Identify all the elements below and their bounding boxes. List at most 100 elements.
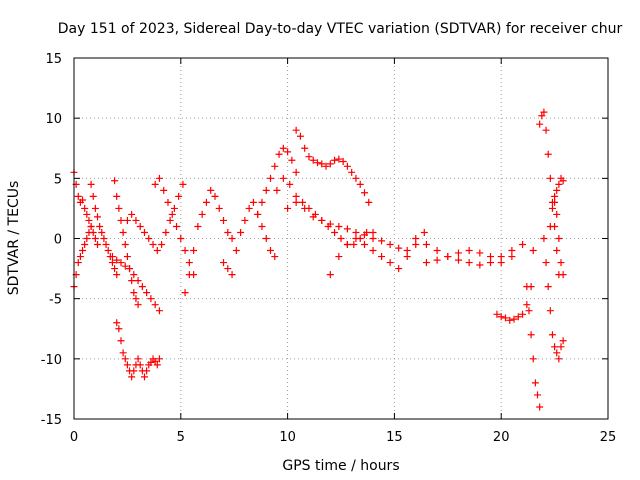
data-point <box>123 216 131 224</box>
data-point <box>422 241 430 249</box>
x-tick-label: 0 <box>70 430 78 445</box>
series-track-21 <box>540 235 567 363</box>
data-point <box>546 307 554 315</box>
data-point <box>433 247 441 255</box>
data-point <box>501 314 509 322</box>
y-tick-label: 5 <box>54 172 62 187</box>
data-point <box>185 271 193 279</box>
data-point <box>286 180 294 188</box>
data-point <box>111 177 119 185</box>
data-point <box>121 241 129 249</box>
series-track-17 <box>422 247 516 267</box>
data-point <box>113 319 121 327</box>
data-point <box>87 222 95 230</box>
data-point <box>551 198 559 206</box>
data-point <box>555 180 563 188</box>
data-point <box>220 216 228 224</box>
data-point <box>153 247 161 255</box>
data-point <box>117 259 125 267</box>
data-point <box>100 235 108 242</box>
data-point <box>322 162 330 170</box>
data-point <box>262 235 270 242</box>
data-point <box>352 235 360 242</box>
y-tick-label: -10 <box>41 353 62 368</box>
data-point <box>309 156 317 164</box>
data-point <box>343 162 351 170</box>
data-point <box>254 210 262 218</box>
data-point <box>279 174 287 182</box>
series-track-18 <box>493 283 535 324</box>
data-point <box>555 355 563 363</box>
data-point <box>147 295 155 303</box>
data-point <box>559 177 567 185</box>
data-point <box>115 325 123 333</box>
data-point <box>326 220 334 228</box>
data-point <box>326 271 334 279</box>
data-point <box>360 241 368 249</box>
data-point <box>113 192 121 200</box>
data-point <box>350 241 358 249</box>
series-track-05 <box>111 177 142 309</box>
data-point <box>108 253 116 261</box>
data-point <box>331 156 339 164</box>
data-point <box>108 259 116 267</box>
data-point <box>536 403 544 411</box>
series-track-19 <box>523 283 544 411</box>
data-point <box>194 222 202 230</box>
data-point <box>343 241 351 249</box>
data-point <box>454 256 462 264</box>
data-point <box>309 213 317 221</box>
data-point <box>433 256 441 264</box>
data-point <box>356 180 364 188</box>
data-point <box>267 247 275 255</box>
data-point <box>81 241 89 249</box>
data-point <box>412 241 420 249</box>
data-point <box>126 265 134 273</box>
data-point <box>318 216 326 224</box>
data-point <box>422 259 430 267</box>
data-point <box>136 222 144 230</box>
data-point <box>536 120 544 128</box>
data-point <box>271 162 279 170</box>
data-point <box>510 315 518 323</box>
data-point <box>81 204 89 212</box>
series-track-11 <box>254 144 300 218</box>
data-point <box>335 253 343 261</box>
y-tick-label: -15 <box>41 413 62 428</box>
data-point <box>412 235 420 242</box>
data-point <box>386 241 394 249</box>
series-track-12 <box>292 126 373 206</box>
data-point <box>166 216 174 224</box>
data-point <box>83 235 91 242</box>
data-point <box>249 198 257 206</box>
data-point <box>113 271 121 279</box>
data-point <box>514 313 522 321</box>
plot-frame <box>73 57 609 420</box>
data-point <box>508 247 516 255</box>
data-point <box>134 301 142 309</box>
data-point <box>119 349 127 357</box>
data-point <box>348 168 356 176</box>
data-point <box>527 331 535 339</box>
data-point <box>119 228 127 236</box>
data-point <box>85 228 93 236</box>
tick-labels: 0 5 10 15 20 25 15 10 5 0 -5 -10 -15 <box>41 52 617 445</box>
data-point <box>299 198 307 206</box>
data-point <box>326 160 334 168</box>
series-track-23 <box>551 174 567 200</box>
data-point <box>476 261 484 269</box>
data-point <box>493 310 501 318</box>
data-point <box>117 216 125 224</box>
data-point <box>237 228 245 236</box>
data-point <box>335 222 343 230</box>
data-point <box>215 204 223 212</box>
data-point <box>314 159 322 167</box>
data-point <box>153 361 161 369</box>
data-point <box>164 198 172 206</box>
data-point <box>155 355 163 363</box>
data-point <box>553 349 561 357</box>
data-point <box>132 295 140 303</box>
data-point <box>89 192 97 200</box>
data-point <box>548 331 556 339</box>
